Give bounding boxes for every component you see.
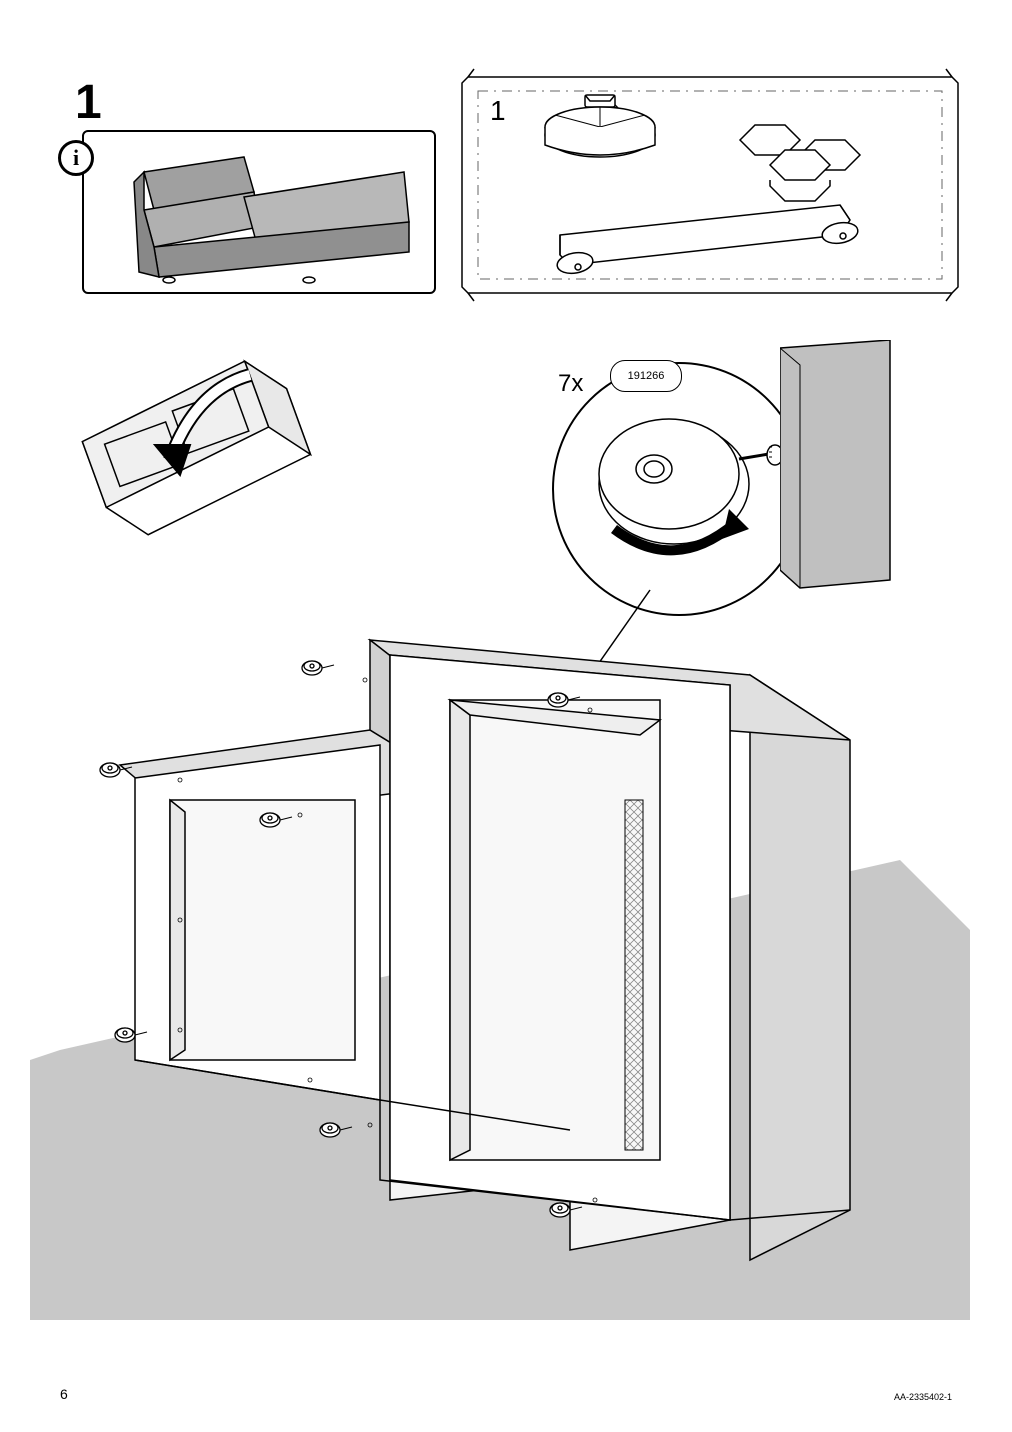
foot-2 xyxy=(302,661,334,675)
part-number-text: 191266 xyxy=(628,370,665,382)
instruction-page: 1 i xyxy=(0,0,1012,1432)
document-code: AA-2335402-1 xyxy=(894,1392,952,1402)
tip-over-illustration xyxy=(50,345,330,545)
foot-screw-detail xyxy=(554,364,804,614)
fabric-corner xyxy=(780,340,900,590)
page-number: 6 xyxy=(60,1386,68,1402)
part-number-label: 191266 xyxy=(610,360,682,392)
bag-number: 1 xyxy=(490,95,506,127)
main-assembly xyxy=(30,620,970,1320)
hardware-callout-circle xyxy=(552,362,806,616)
parts-bag xyxy=(460,65,960,305)
product-reference-box xyxy=(82,130,436,294)
info-icon: i xyxy=(58,140,94,176)
step-number: 1 xyxy=(75,75,102,130)
sofa-illustration xyxy=(84,132,434,292)
